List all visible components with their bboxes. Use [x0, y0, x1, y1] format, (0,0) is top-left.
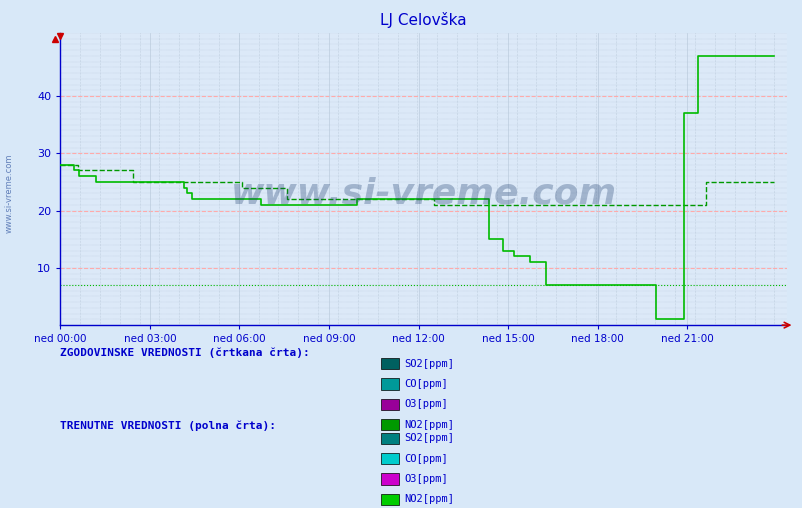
Text: www.si-vreme.com: www.si-vreme.com — [230, 177, 616, 211]
Text: NO2[ppm]: NO2[ppm] — [403, 420, 453, 430]
Text: CO[ppm]: CO[ppm] — [403, 379, 447, 389]
Text: O3[ppm]: O3[ppm] — [403, 399, 447, 409]
Title: LJ Celovška: LJ Celovška — [380, 12, 466, 28]
Text: O3[ppm]: O3[ppm] — [403, 474, 447, 484]
Text: NO2[ppm]: NO2[ppm] — [403, 494, 453, 504]
Text: SO2[ppm]: SO2[ppm] — [403, 359, 453, 369]
Text: TRENUTNE VREDNOSTI (polna črta):: TRENUTNE VREDNOSTI (polna črta): — [60, 421, 276, 431]
Text: SO2[ppm]: SO2[ppm] — [403, 433, 453, 443]
Text: www.si-vreme.com: www.si-vreme.com — [5, 153, 14, 233]
Text: ZGODOVINSKE VREDNOSTI (črtkana črta):: ZGODOVINSKE VREDNOSTI (črtkana črta): — [60, 347, 310, 358]
Text: CO[ppm]: CO[ppm] — [403, 454, 447, 464]
